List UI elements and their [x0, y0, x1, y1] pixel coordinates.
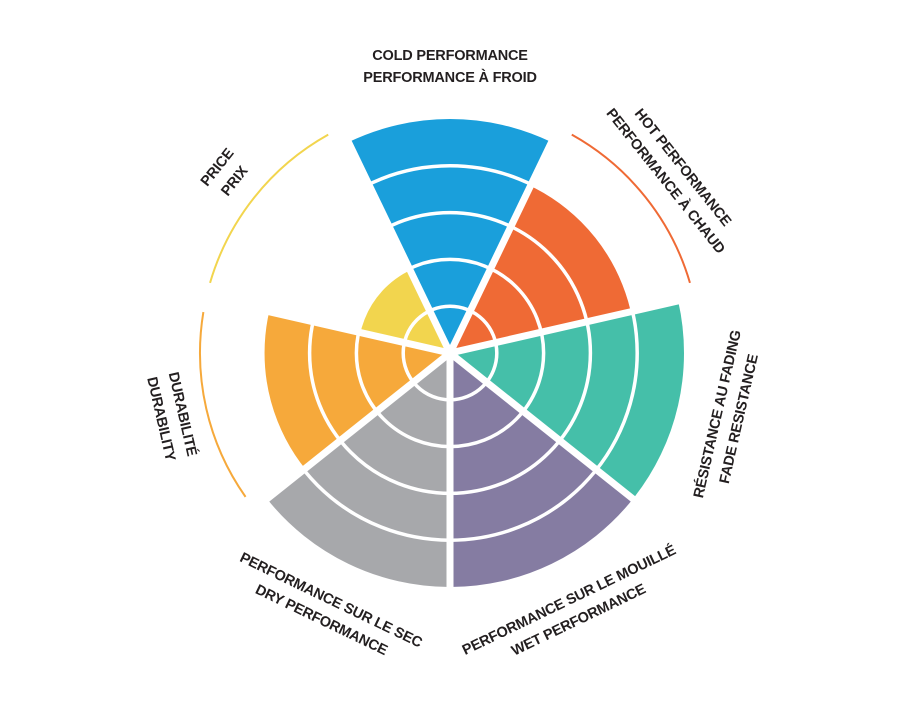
wedge-gap — [446, 113, 568, 355]
wedge-gap — [332, 113, 454, 355]
max-outline — [199, 311, 247, 498]
category-label-line: COLD PERFORMANCE — [372, 48, 528, 64]
wedge-gap — [449, 290, 709, 357]
wedge-gap — [447, 350, 659, 521]
wedge-gap — [241, 350, 453, 521]
max-outline — [209, 133, 329, 284]
wedge — [450, 353, 633, 587]
wedge — [450, 300, 684, 499]
wedge — [267, 353, 450, 587]
category-label: COLD PERFORMANCE PERFORMANCE À FROID — [363, 48, 537, 86]
category-label-line: PERFORMANCE À FROID — [363, 69, 536, 86]
wedge — [348, 119, 552, 354]
max-outline — [571, 133, 691, 284]
category-label-line: PERFORMANCE À CHAUD — [603, 105, 729, 257]
wedge-gap — [191, 290, 451, 357]
